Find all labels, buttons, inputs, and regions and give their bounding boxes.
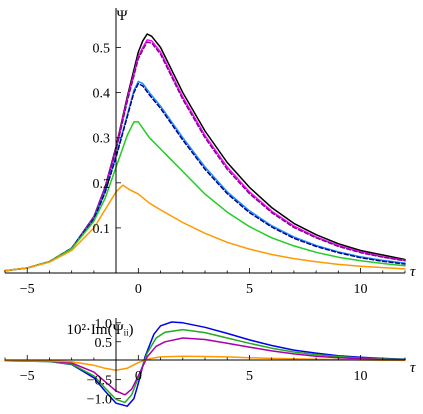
x-tick-label: −5 [20,369,35,384]
y-tick-label: 1.0 [95,317,113,332]
y-tick-label: 0.2 [93,177,111,192]
series-line-6 [4,121,406,272]
lower-chart: −5 0 5 10 −1.0 −0.5 0.5 1.0 τ 10²·Im(Ψᵢᵢ) [4,317,416,408]
x-tick-label: −5 [20,282,35,297]
series-line-4 [4,80,406,272]
x-tick-label: 10 [354,369,368,384]
series-line-7 [4,184,406,272]
series-line-3 [4,337,406,396]
series-line-3 [4,41,406,272]
y-tick-label: 0.5 [93,42,111,57]
x-tick-label: 10 [354,282,368,297]
y-tick-label: 0.3 [93,132,111,147]
y-tick-label: 0.5 [95,336,113,351]
y-tick-label: −0.5 [87,374,112,389]
y-tick-label: 0.1 [93,222,111,237]
x-tick-label: 0 [135,369,142,384]
series-line-2 [4,39,406,272]
x-tick-label: 0 [135,282,142,297]
y-axis-label: 10²·Im(Ψᵢᵢ) [66,322,133,338]
x-axis-label: τ [410,264,416,280]
series-line-1 [4,321,406,407]
series-line-5 [4,82,406,272]
y-tick-label: 0.4 [93,87,111,102]
x-axis-label: τ [410,360,416,376]
y-axis-label: Ψ [116,8,128,24]
upper-chart: −5 0 5 10 0.1 0.2 0.3 0.4 0.5 τ Ψ [4,8,416,297]
x-tick-label: 5 [246,282,253,297]
x-tick-label: 5 [246,369,253,384]
series-line-1 [4,33,406,272]
series-line-4 [4,355,406,371]
y-tick-label: −1.0 [87,393,112,408]
series-line-2 [4,328,406,404]
